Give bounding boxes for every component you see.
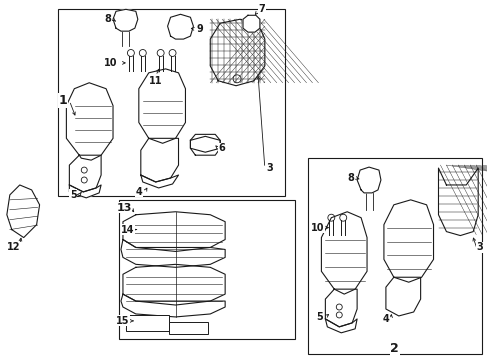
Text: 8: 8 [104, 14, 111, 24]
Text: 4: 4 [135, 187, 142, 197]
Text: 3: 3 [266, 163, 273, 173]
Bar [119, 200, 294, 339]
Text: 5: 5 [315, 312, 322, 322]
Polygon shape [69, 185, 101, 198]
Bar [307, 158, 481, 354]
Text: 9: 9 [197, 24, 203, 34]
Polygon shape [121, 294, 224, 317]
Text: 5: 5 [70, 190, 77, 200]
Polygon shape [356, 167, 380, 193]
Polygon shape [438, 168, 477, 235]
Polygon shape [385, 277, 420, 316]
Polygon shape [66, 83, 113, 160]
Text: 10: 10 [104, 58, 118, 68]
Polygon shape [190, 134, 220, 155]
Text: 2: 2 [389, 342, 398, 355]
Text: 1: 1 [59, 94, 68, 107]
Text: 3: 3 [476, 243, 483, 252]
Polygon shape [121, 239, 224, 267]
Text: 12: 12 [7, 243, 20, 252]
Polygon shape [383, 200, 433, 282]
Text: 13: 13 [116, 203, 131, 213]
Polygon shape [113, 9, 138, 31]
Text: 8: 8 [347, 173, 354, 183]
Polygon shape [321, 212, 366, 294]
Polygon shape [122, 264, 224, 305]
Polygon shape [122, 212, 224, 251]
Text: 11: 11 [149, 76, 162, 86]
Bar [126, 315, 168, 331]
Text: 10: 10 [310, 222, 324, 233]
Text: 15: 15 [116, 316, 129, 326]
Polygon shape [141, 175, 178, 188]
Text: 7: 7 [258, 4, 264, 14]
Polygon shape [139, 69, 185, 143]
Polygon shape [190, 136, 220, 152]
Text: 6: 6 [218, 143, 225, 153]
Polygon shape [167, 14, 193, 39]
Polygon shape [325, 319, 356, 333]
Polygon shape [243, 15, 259, 32]
Bar [168, 322, 208, 334]
Polygon shape [7, 185, 40, 238]
Polygon shape [325, 289, 356, 327]
Text: 14: 14 [121, 225, 134, 235]
Bar [59, 9, 284, 196]
Polygon shape [69, 155, 101, 192]
Polygon shape [141, 138, 178, 182]
Text: 4: 4 [382, 314, 388, 324]
Polygon shape [210, 19, 264, 86]
